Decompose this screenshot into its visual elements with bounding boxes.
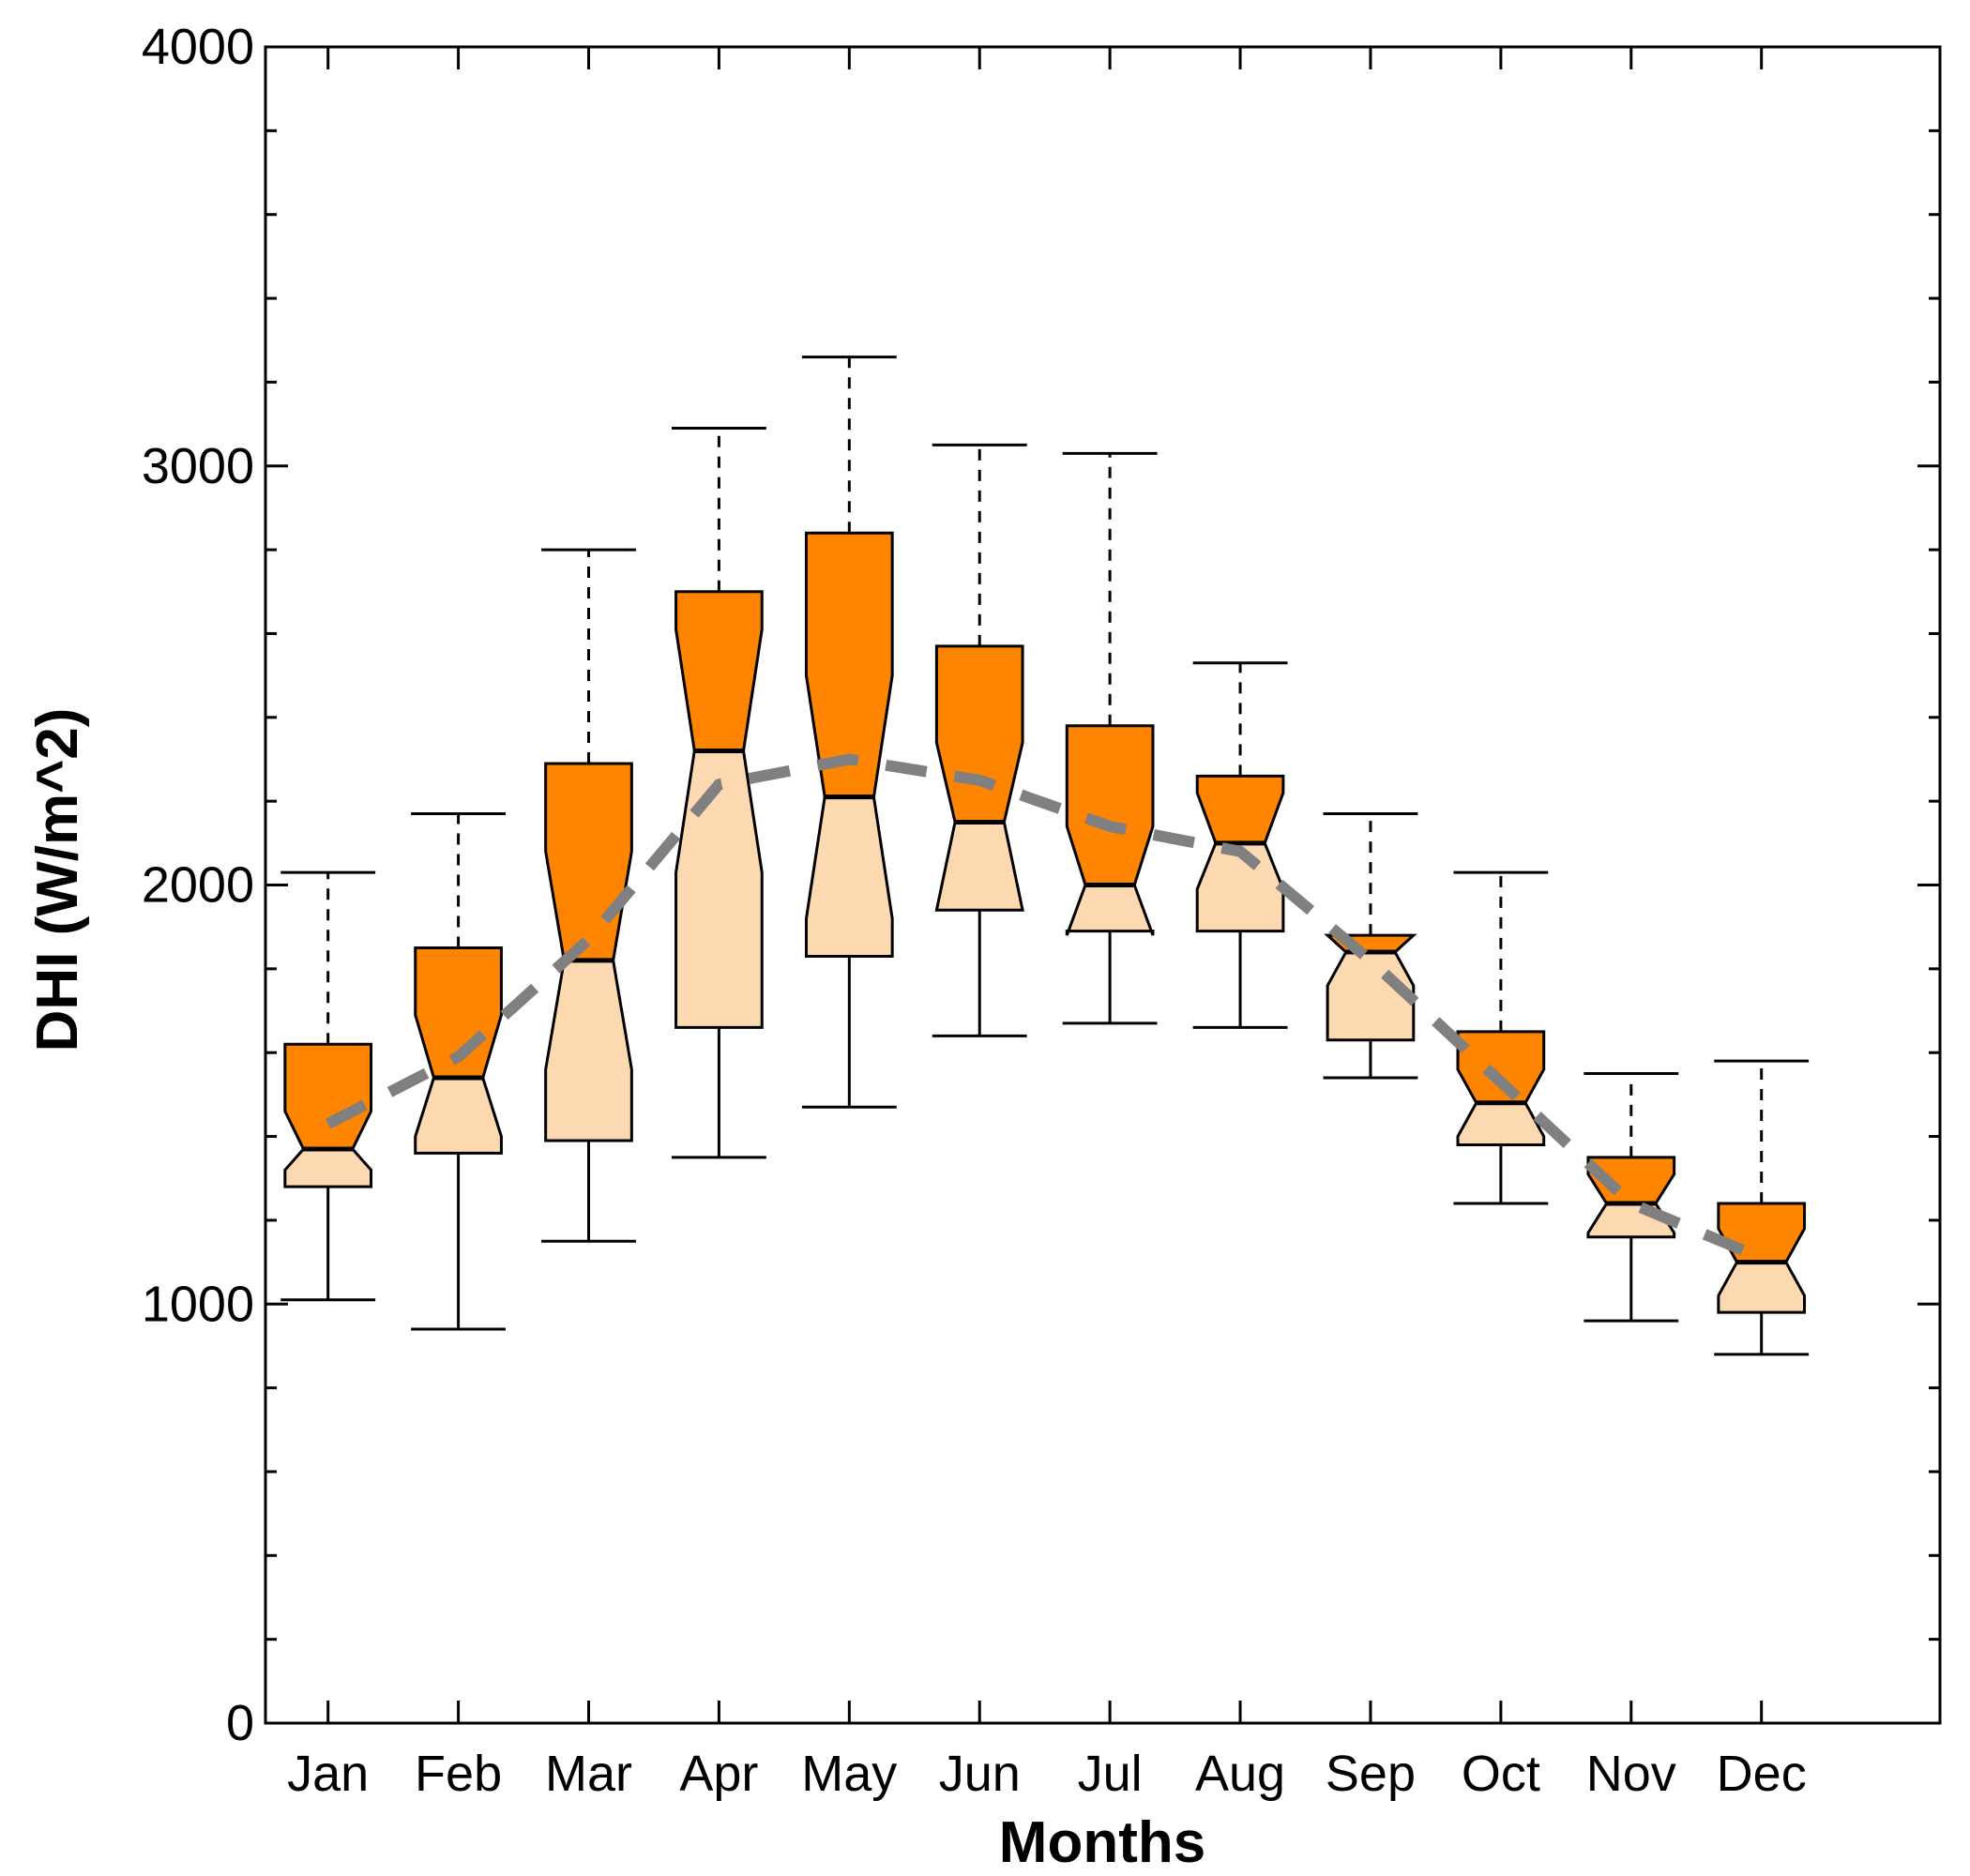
x-tick-label-may: May xyxy=(801,1746,897,1802)
box-lower-half xyxy=(934,820,1024,912)
y-tick-label-2000: 2000 xyxy=(142,857,254,914)
box-jul xyxy=(1062,47,1158,1723)
box-lower-half xyxy=(1717,1261,1807,1314)
box-upper-half xyxy=(674,590,764,753)
box-lower-half xyxy=(414,1076,503,1155)
box-may xyxy=(801,47,897,1723)
y-tick-label-4000: 4000 xyxy=(142,19,254,75)
x-tick-label-feb: Feb xyxy=(415,1746,502,1802)
y-tick-label-0: 0 xyxy=(226,1695,254,1751)
x-tick-label-jul: Jul xyxy=(1078,1746,1143,1802)
x-tick-label-nov: Nov xyxy=(1586,1746,1676,1802)
box-lower-half xyxy=(544,959,633,1142)
trend-line xyxy=(325,753,1765,1263)
x-tick-label-oct: Oct xyxy=(1462,1746,1540,1802)
box-oct xyxy=(1453,47,1549,1723)
box-sep xyxy=(1323,47,1418,1723)
box-lower-half xyxy=(1456,1101,1546,1146)
x-tick-label-sep: Sep xyxy=(1326,1746,1416,1802)
box-upper-half xyxy=(544,762,633,962)
y-tick-label-3000: 3000 xyxy=(142,438,254,494)
x-tick-label-jan: Jan xyxy=(287,1746,369,1802)
box-upper-half xyxy=(934,644,1024,824)
box-lower-half xyxy=(283,1147,373,1188)
box-upper-half xyxy=(283,1042,373,1151)
x-tick-label-mar: Mar xyxy=(545,1746,632,1802)
box-upper-half xyxy=(1456,1030,1546,1105)
box-jun xyxy=(932,47,1027,1723)
x-tick-label-dec: Dec xyxy=(1717,1746,1807,1802)
plot-area xyxy=(264,45,1942,1725)
box-upper-half xyxy=(1717,1202,1807,1264)
x-tick-label-jun: Jun xyxy=(939,1746,1021,1802)
box-upper-half xyxy=(1195,774,1285,845)
y-axis-title: DHI (W/m^2) xyxy=(25,708,90,1052)
box-apr xyxy=(671,47,766,1723)
x-tick-label-aug: Aug xyxy=(1195,1746,1285,1802)
box-upper-half xyxy=(1065,724,1155,886)
plot-frame xyxy=(264,45,1942,1725)
y-tick-label-1000: 1000 xyxy=(142,1276,254,1332)
box-lower-half xyxy=(1065,884,1155,936)
x-axis-tick-labels: Jan Feb Mar Apr May Jun Jul Aug Sep Oct Nov Dec xyxy=(287,1746,1807,1802)
box-lower-half xyxy=(804,795,894,958)
box-dec xyxy=(1714,47,1810,1723)
x-tick-label-apr: Apr xyxy=(679,1746,758,1802)
box-nov xyxy=(1584,47,1679,1723)
box-feb xyxy=(411,47,507,1723)
box-mar xyxy=(541,47,636,1723)
x-axis-title: Months xyxy=(999,1810,1205,1875)
box-aug xyxy=(1192,47,1288,1723)
box-jan xyxy=(280,47,376,1723)
y-axis-tick-labels: 0 1000 2000 3000 4000 xyxy=(142,19,254,1751)
